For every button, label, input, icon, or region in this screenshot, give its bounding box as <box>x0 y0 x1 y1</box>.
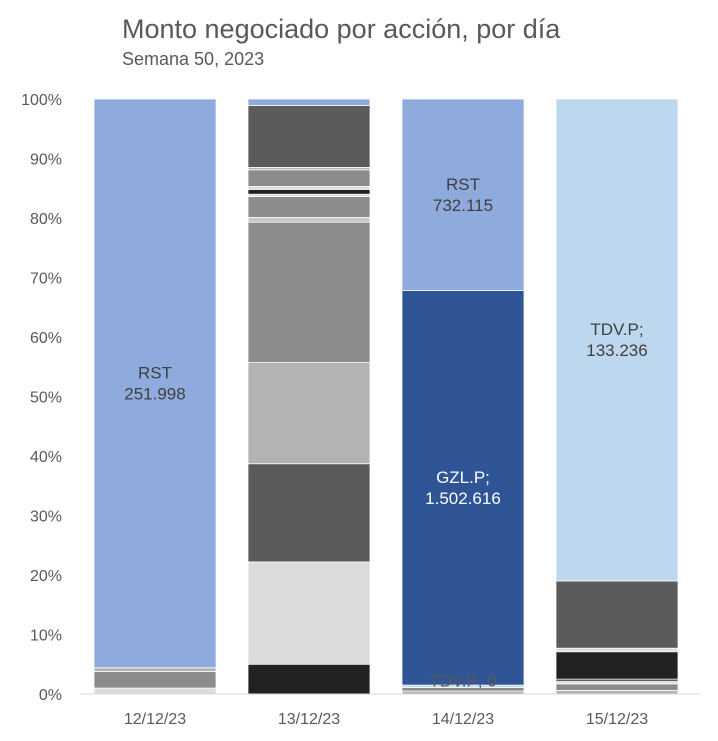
bar-segment <box>247 189 371 195</box>
y-tick-label: 50% <box>30 390 62 407</box>
x-tick-label: 14/12/23 <box>432 711 494 728</box>
bar-segment <box>401 290 525 686</box>
bar-segment <box>555 647 679 653</box>
bar-segment <box>247 217 371 223</box>
data-label-value: 732.115 <box>433 196 493 215</box>
y-tick-label: 90% <box>30 152 62 169</box>
bar-columns <box>93 98 679 695</box>
y-tick-label: 30% <box>30 509 62 526</box>
y-tick-label: 10% <box>30 628 62 645</box>
bar-segment <box>247 463 371 563</box>
chart-title: Monto negociado por acción, por día <box>122 14 561 44</box>
bar-segment <box>93 98 217 669</box>
data-label: TDV.P; 0 <box>429 671 496 690</box>
x-tick-label: 15/12/23 <box>586 711 648 728</box>
segment-labels: RST 251.998 TDV.P; 0 GZL.P; 1.502.616 RST 732.… <box>124 175 647 691</box>
bar-segment <box>555 98 679 582</box>
y-tick-label: 20% <box>30 568 62 585</box>
bar-segment <box>555 683 679 691</box>
x-axis: 12/12/23 13/12/23 14/12/23 15/12/23 <box>124 711 648 728</box>
data-label-name: RST <box>446 175 480 194</box>
bar-segment <box>247 663 371 695</box>
bar-segment <box>555 580 679 649</box>
bar-segment <box>247 362 371 465</box>
y-tick-label: 60% <box>30 330 62 347</box>
x-tick-label: 12/12/23 <box>124 711 186 728</box>
y-tick-label: 70% <box>30 271 62 288</box>
data-label-value: 251.998 <box>124 384 185 403</box>
data-label-value: 1.502.616 <box>425 489 501 508</box>
y-tick-label: 0% <box>39 687 62 704</box>
data-label-value: 133.236 <box>586 341 647 360</box>
bar-segment <box>401 98 525 291</box>
chart-subtitle: Semana 50, 2023 <box>122 49 265 69</box>
bar-segment <box>247 98 371 106</box>
y-tick-label: 40% <box>30 449 62 466</box>
bar-segment <box>247 196 371 218</box>
bar-segment <box>247 105 371 168</box>
bar-segment <box>555 651 679 680</box>
bar-segment <box>247 561 371 665</box>
bar-segment <box>93 671 217 689</box>
bar-segment <box>93 687 217 695</box>
bar-segment <box>247 221 371 363</box>
y-axis: 0% 10% 20% 30% 40% 50% 60% 70% 80% 90% 100% <box>21 92 62 704</box>
bar-segment <box>247 169 371 187</box>
x-tick-label: 13/12/23 <box>278 711 340 728</box>
data-label-name: TDV.P; <box>590 320 643 339</box>
y-tick-label: 100% <box>21 92 62 109</box>
bar-segment <box>555 690 679 695</box>
bar-segment <box>93 667 217 672</box>
data-label-name: RST <box>138 363 172 382</box>
data-label-name: GZL.P; <box>436 468 490 487</box>
bar-segment <box>247 186 371 190</box>
y-tick-label: 80% <box>30 211 62 228</box>
